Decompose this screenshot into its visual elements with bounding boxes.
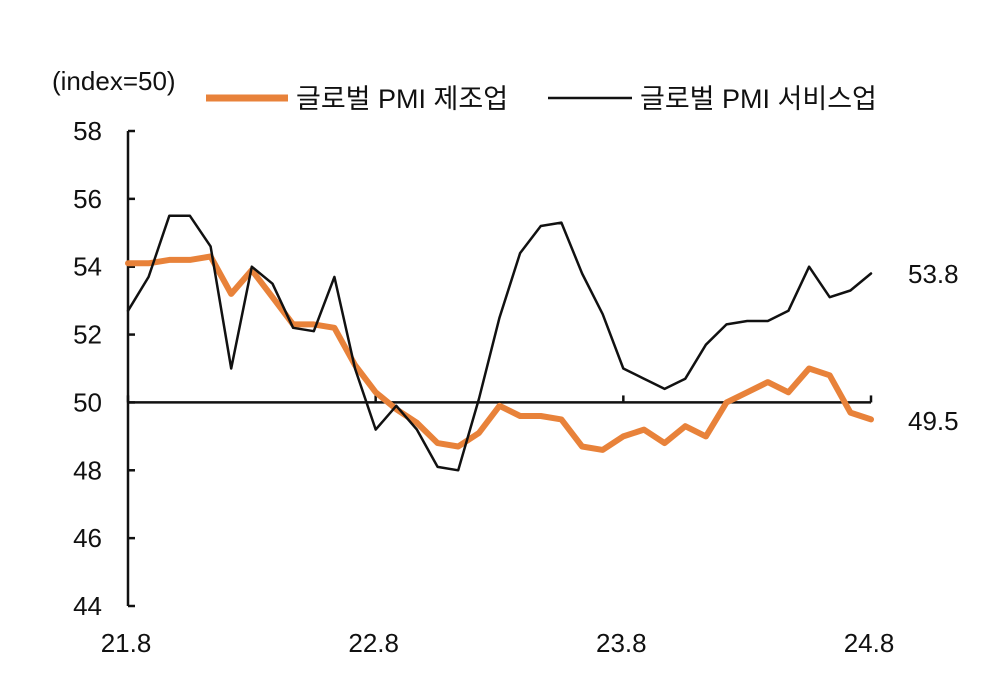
- y-tick-label: 52: [73, 320, 102, 350]
- x-tick-label: 22.8: [348, 628, 399, 658]
- legend-label-services: 글로벌 PMI 서비스업: [640, 84, 877, 114]
- series-lines: [125, 214, 874, 472]
- y-tick-label: 48: [73, 455, 102, 485]
- end-label-services: 53.8: [908, 259, 959, 289]
- legend: 글로벌 PMI 제조업 글로벌 PMI 서비스업: [206, 84, 877, 114]
- unit-label: (index=50): [52, 66, 176, 96]
- y-tick-label: 44: [73, 591, 102, 621]
- x-tick-label: 24.8: [844, 628, 895, 658]
- x-tick-label: 23.8: [596, 628, 647, 658]
- y-tick-label: 58: [73, 116, 102, 146]
- series-line-services: [126, 214, 873, 472]
- x-axis: 21.8 22.8 23.8 24.8: [101, 395, 895, 658]
- y-axis: 58 56 54 52 50 48 46 44: [73, 116, 135, 621]
- x-tick-label: 21.8: [101, 628, 152, 658]
- series-line-manufacturing: [125, 253, 874, 453]
- y-tick-label: 56: [73, 184, 102, 214]
- y-tick-label: 46: [73, 523, 102, 553]
- y-tick-label: 54: [73, 252, 102, 282]
- y-tick-label: 50: [73, 387, 102, 417]
- legend-label-manufacturing: 글로벌 PMI 제조업: [296, 84, 508, 114]
- end-label-manufacturing: 49.5: [908, 406, 959, 436]
